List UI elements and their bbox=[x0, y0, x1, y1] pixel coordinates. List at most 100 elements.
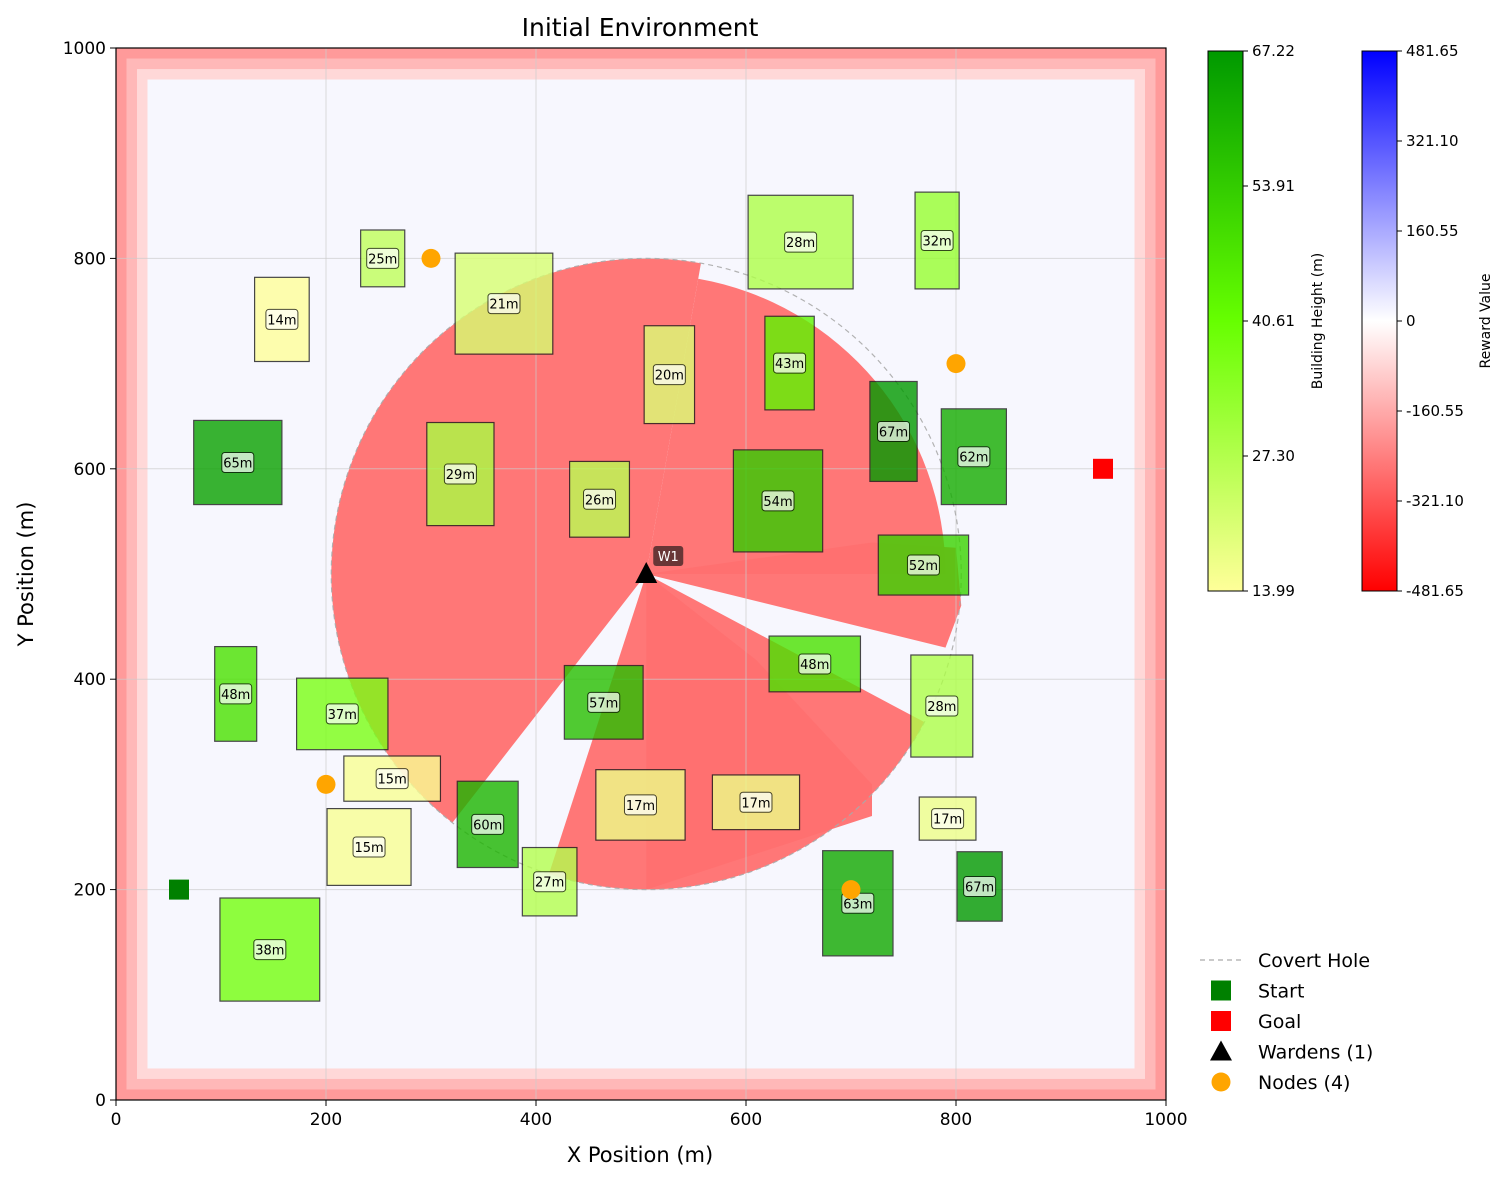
colorbar-tick-label: 481.65 bbox=[1406, 42, 1459, 60]
x-tick-label: 1000 bbox=[1144, 1110, 1187, 1130]
building-label: 17m bbox=[741, 796, 770, 811]
building-label: 15m bbox=[378, 773, 407, 788]
x-tick-label: 600 bbox=[730, 1110, 762, 1130]
building-label: 54m bbox=[763, 495, 792, 510]
legend-goal-marker bbox=[1211, 1011, 1231, 1031]
building-label: 17m bbox=[933, 813, 962, 828]
y-tick-label: 0 bbox=[95, 1091, 106, 1111]
building-label: 27m bbox=[535, 876, 564, 891]
building-label: 25m bbox=[368, 252, 397, 267]
building-label-box bbox=[652, 364, 686, 386]
building-label: 29m bbox=[446, 468, 475, 483]
building-label: 48m bbox=[800, 658, 829, 673]
building-label: 67m bbox=[965, 880, 994, 895]
building-label: 62m bbox=[959, 451, 988, 466]
building-label-box bbox=[623, 794, 657, 816]
legend-label: Start bbox=[1258, 981, 1304, 1003]
building-label-box bbox=[773, 352, 807, 374]
colorbars: 67.22 53.91 40.61 27.30 13.99 Building Height… bbox=[1207, 42, 1494, 600]
building-label-box bbox=[906, 554, 940, 576]
building-label: 20m bbox=[655, 369, 684, 384]
legend-node-marker bbox=[1211, 1072, 1231, 1092]
building-label: 57m bbox=[589, 696, 618, 711]
building-label: 21m bbox=[489, 298, 518, 313]
x-axis-title: X Position (m) bbox=[567, 1143, 713, 1167]
plot-area: 14m 25m 21m 65m 29m 26m 20m 43m 28m 32m 67m 62m 54m 5… bbox=[116, 48, 1166, 1100]
y-tick-label: 600 bbox=[74, 460, 106, 480]
colorbar-tick-label: -481.65 bbox=[1406, 582, 1464, 600]
node-marker bbox=[946, 354, 966, 374]
legend-label: Wardens (1) bbox=[1258, 1042, 1373, 1064]
warden-marker bbox=[635, 562, 658, 583]
legend-label: Nodes (4) bbox=[1258, 1072, 1350, 1094]
legend-label: Covert Hole bbox=[1258, 950, 1370, 972]
legend-label: Goal bbox=[1258, 1011, 1301, 1033]
building-label-box bbox=[221, 451, 255, 473]
colorbar bbox=[1207, 50, 1244, 592]
colorbar-tick-label: -160.55 bbox=[1406, 402, 1464, 420]
building-label: 63m bbox=[843, 897, 872, 912]
building-label: 65m bbox=[223, 456, 252, 471]
warden-label: W1 bbox=[658, 550, 679, 565]
building-label-box bbox=[963, 875, 997, 897]
building-label-box bbox=[219, 683, 253, 705]
plot-frame bbox=[115, 47, 1167, 1101]
node-marker bbox=[316, 774, 336, 794]
building-label-box bbox=[931, 808, 965, 830]
colorbar-tick-label: -321.10 bbox=[1406, 492, 1464, 510]
building-label: 14m bbox=[267, 313, 296, 328]
building bbox=[768, 635, 862, 693]
building-label-box bbox=[471, 813, 505, 835]
building-label-box bbox=[443, 463, 477, 485]
building-label-box bbox=[761, 490, 795, 512]
detection-zone bbox=[331, 258, 701, 823]
building-label-box bbox=[487, 293, 521, 315]
warden-label-box bbox=[653, 546, 684, 566]
building-label: 15m bbox=[354, 841, 383, 856]
building-label-box bbox=[375, 768, 409, 790]
axes: 0 200 400 600 800 1000 0 200 400 600 800 1000 bbox=[63, 39, 1188, 1130]
building-label-box bbox=[739, 791, 773, 813]
detection-zone bbox=[646, 278, 946, 574]
building-label-box bbox=[920, 230, 954, 252]
building-label: 52m bbox=[909, 559, 938, 574]
x-tick-label: 400 bbox=[520, 1110, 552, 1130]
building-label-box bbox=[325, 703, 359, 725]
building-label-box bbox=[352, 836, 386, 858]
building-label: 17m bbox=[626, 799, 655, 814]
building-label-box bbox=[784, 231, 818, 253]
building-label: 38m bbox=[255, 944, 284, 959]
colorbar-tick-label: 67.22 bbox=[1252, 42, 1295, 60]
building-label: 32m bbox=[922, 235, 951, 250]
y-tick-label: 1000 bbox=[63, 39, 106, 59]
colorbar-tick-label: 53.91 bbox=[1252, 177, 1295, 195]
building-label-box bbox=[925, 695, 959, 717]
y-tick-label: 800 bbox=[74, 249, 106, 269]
building-label-box bbox=[265, 308, 299, 330]
colorbar-tick-label: 160.55 bbox=[1406, 222, 1459, 240]
colorbar-label: Reward Value bbox=[1478, 273, 1494, 368]
building-label: 37m bbox=[328, 708, 357, 723]
building-label: 28m bbox=[786, 236, 815, 251]
y-axis-title: Y Position (m) bbox=[14, 502, 38, 648]
legend: Covert Hole Start Goal Wardens (1) Nodes (4) bbox=[1200, 950, 1373, 1094]
building-label: 60m bbox=[473, 818, 502, 833]
building-label: 43m bbox=[775, 357, 804, 372]
detection-zone bbox=[646, 574, 872, 890]
node-marker bbox=[841, 880, 861, 900]
colorbar-tick-label: 321.10 bbox=[1406, 132, 1459, 150]
colorbar-tick-label: 13.99 bbox=[1252, 582, 1295, 600]
goal-marker bbox=[1093, 458, 1113, 479]
colorbar bbox=[1361, 50, 1398, 592]
node-marker bbox=[421, 248, 441, 268]
building-label: 67m bbox=[879, 425, 908, 440]
building-label-box bbox=[957, 446, 991, 468]
colorbar-tick-label: 40.61 bbox=[1252, 312, 1295, 330]
building-label-box bbox=[253, 939, 287, 961]
building bbox=[343, 755, 442, 802]
building-label-box bbox=[877, 420, 911, 442]
y-tick-label: 200 bbox=[74, 881, 106, 901]
legend-warden-marker bbox=[1210, 1040, 1232, 1061]
colorbar-tick-label: 27.30 bbox=[1252, 447, 1295, 465]
